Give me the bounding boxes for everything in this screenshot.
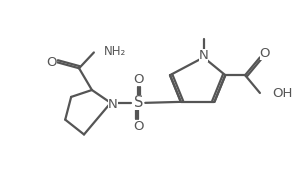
Text: S: S [134, 95, 143, 110]
Text: OH: OH [272, 87, 292, 100]
Text: O: O [260, 47, 270, 60]
Text: N: N [108, 98, 118, 111]
Text: O: O [133, 73, 144, 86]
Text: O: O [46, 56, 57, 69]
Text: NH₂: NH₂ [104, 45, 126, 58]
Text: N: N [199, 49, 208, 62]
Text: O: O [133, 120, 144, 133]
